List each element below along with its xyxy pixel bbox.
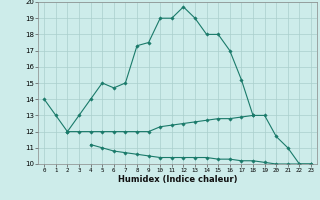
- X-axis label: Humidex (Indice chaleur): Humidex (Indice chaleur): [118, 175, 237, 184]
